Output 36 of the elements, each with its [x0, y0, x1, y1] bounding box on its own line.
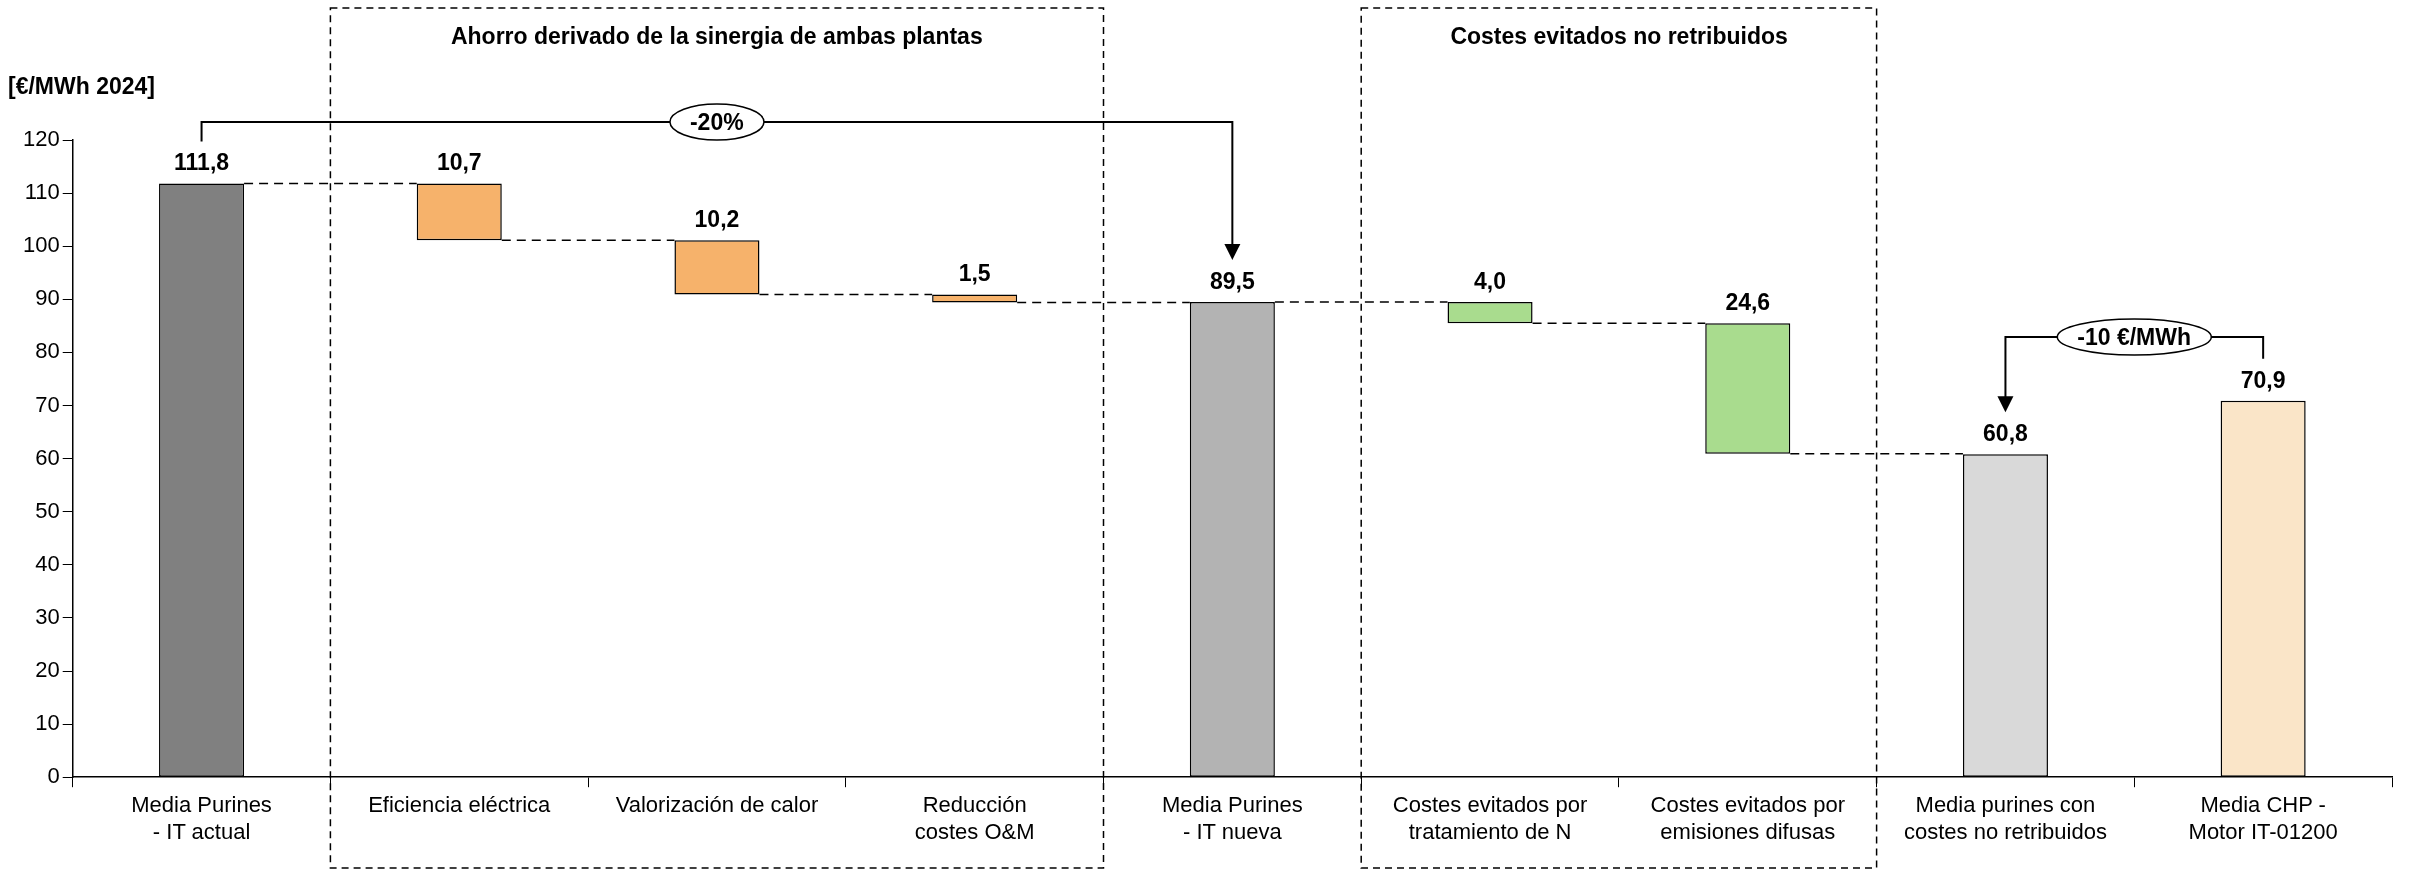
y-tick-label: 120 [22, 126, 60, 152]
y-axis-title: [€/MWh 2024] [8, 72, 155, 100]
y-tick-label: 80 [35, 338, 60, 364]
y-tick-label: 70 [35, 391, 60, 417]
y-tick-label: 90 [35, 285, 60, 311]
data-label: 4,0 [1474, 267, 1507, 294]
x-tick-label: Costes evitados por emisiones difusas [1650, 792, 1845, 844]
data-label: 10,2 [694, 206, 740, 233]
y-tick-label: 110 [24, 179, 60, 205]
text: Costes evitados no retribuidos [1450, 22, 1788, 50]
y-tick-label: 50 [35, 497, 60, 523]
x-tick-label: Media Purines - IT nueva [1162, 792, 1303, 844]
x-tick-label: Reducción costes O&M [914, 792, 1035, 844]
x-tick-label: Media Purines - IT actual [131, 792, 272, 844]
y-tick-label: 40 [35, 550, 60, 576]
x-tick-label: Eficiencia eléctrica [368, 792, 552, 818]
y-tick-label: 10 [35, 710, 60, 736]
data-label: 60,8 [1983, 420, 2029, 447]
y-tick-label: 30 [35, 603, 60, 629]
x-tick-label: Costes evitados por tratamiento de N [1392, 792, 1588, 844]
y-tick-label: 100 [22, 232, 60, 258]
data-label: 70,9 [2240, 366, 2286, 393]
x-tick-label: Valorización de calor [615, 792, 819, 818]
y-tick-label: 0 [47, 763, 60, 789]
y-tick-label: 20 [35, 657, 60, 683]
x-tick-label: Media purines con costes no retribuidos [1903, 792, 2107, 844]
text: Ahorro derivado de la sinergia de ambas plantas [450, 22, 983, 50]
y-tick-label: 60 [35, 444, 60, 470]
data-label: 10,7 [436, 149, 482, 176]
data-label: 24,6 [1725, 289, 1771, 316]
data-label: 111,8 [174, 149, 230, 176]
data-label: 89,5 [1209, 267, 1255, 294]
annotation: -10 €/MWh [2077, 323, 2192, 351]
x-tick-label: Media CHP - Motor IT-01200 [2188, 792, 2338, 844]
data-label: 1,5 [958, 260, 991, 287]
text: -20% [689, 108, 744, 136]
